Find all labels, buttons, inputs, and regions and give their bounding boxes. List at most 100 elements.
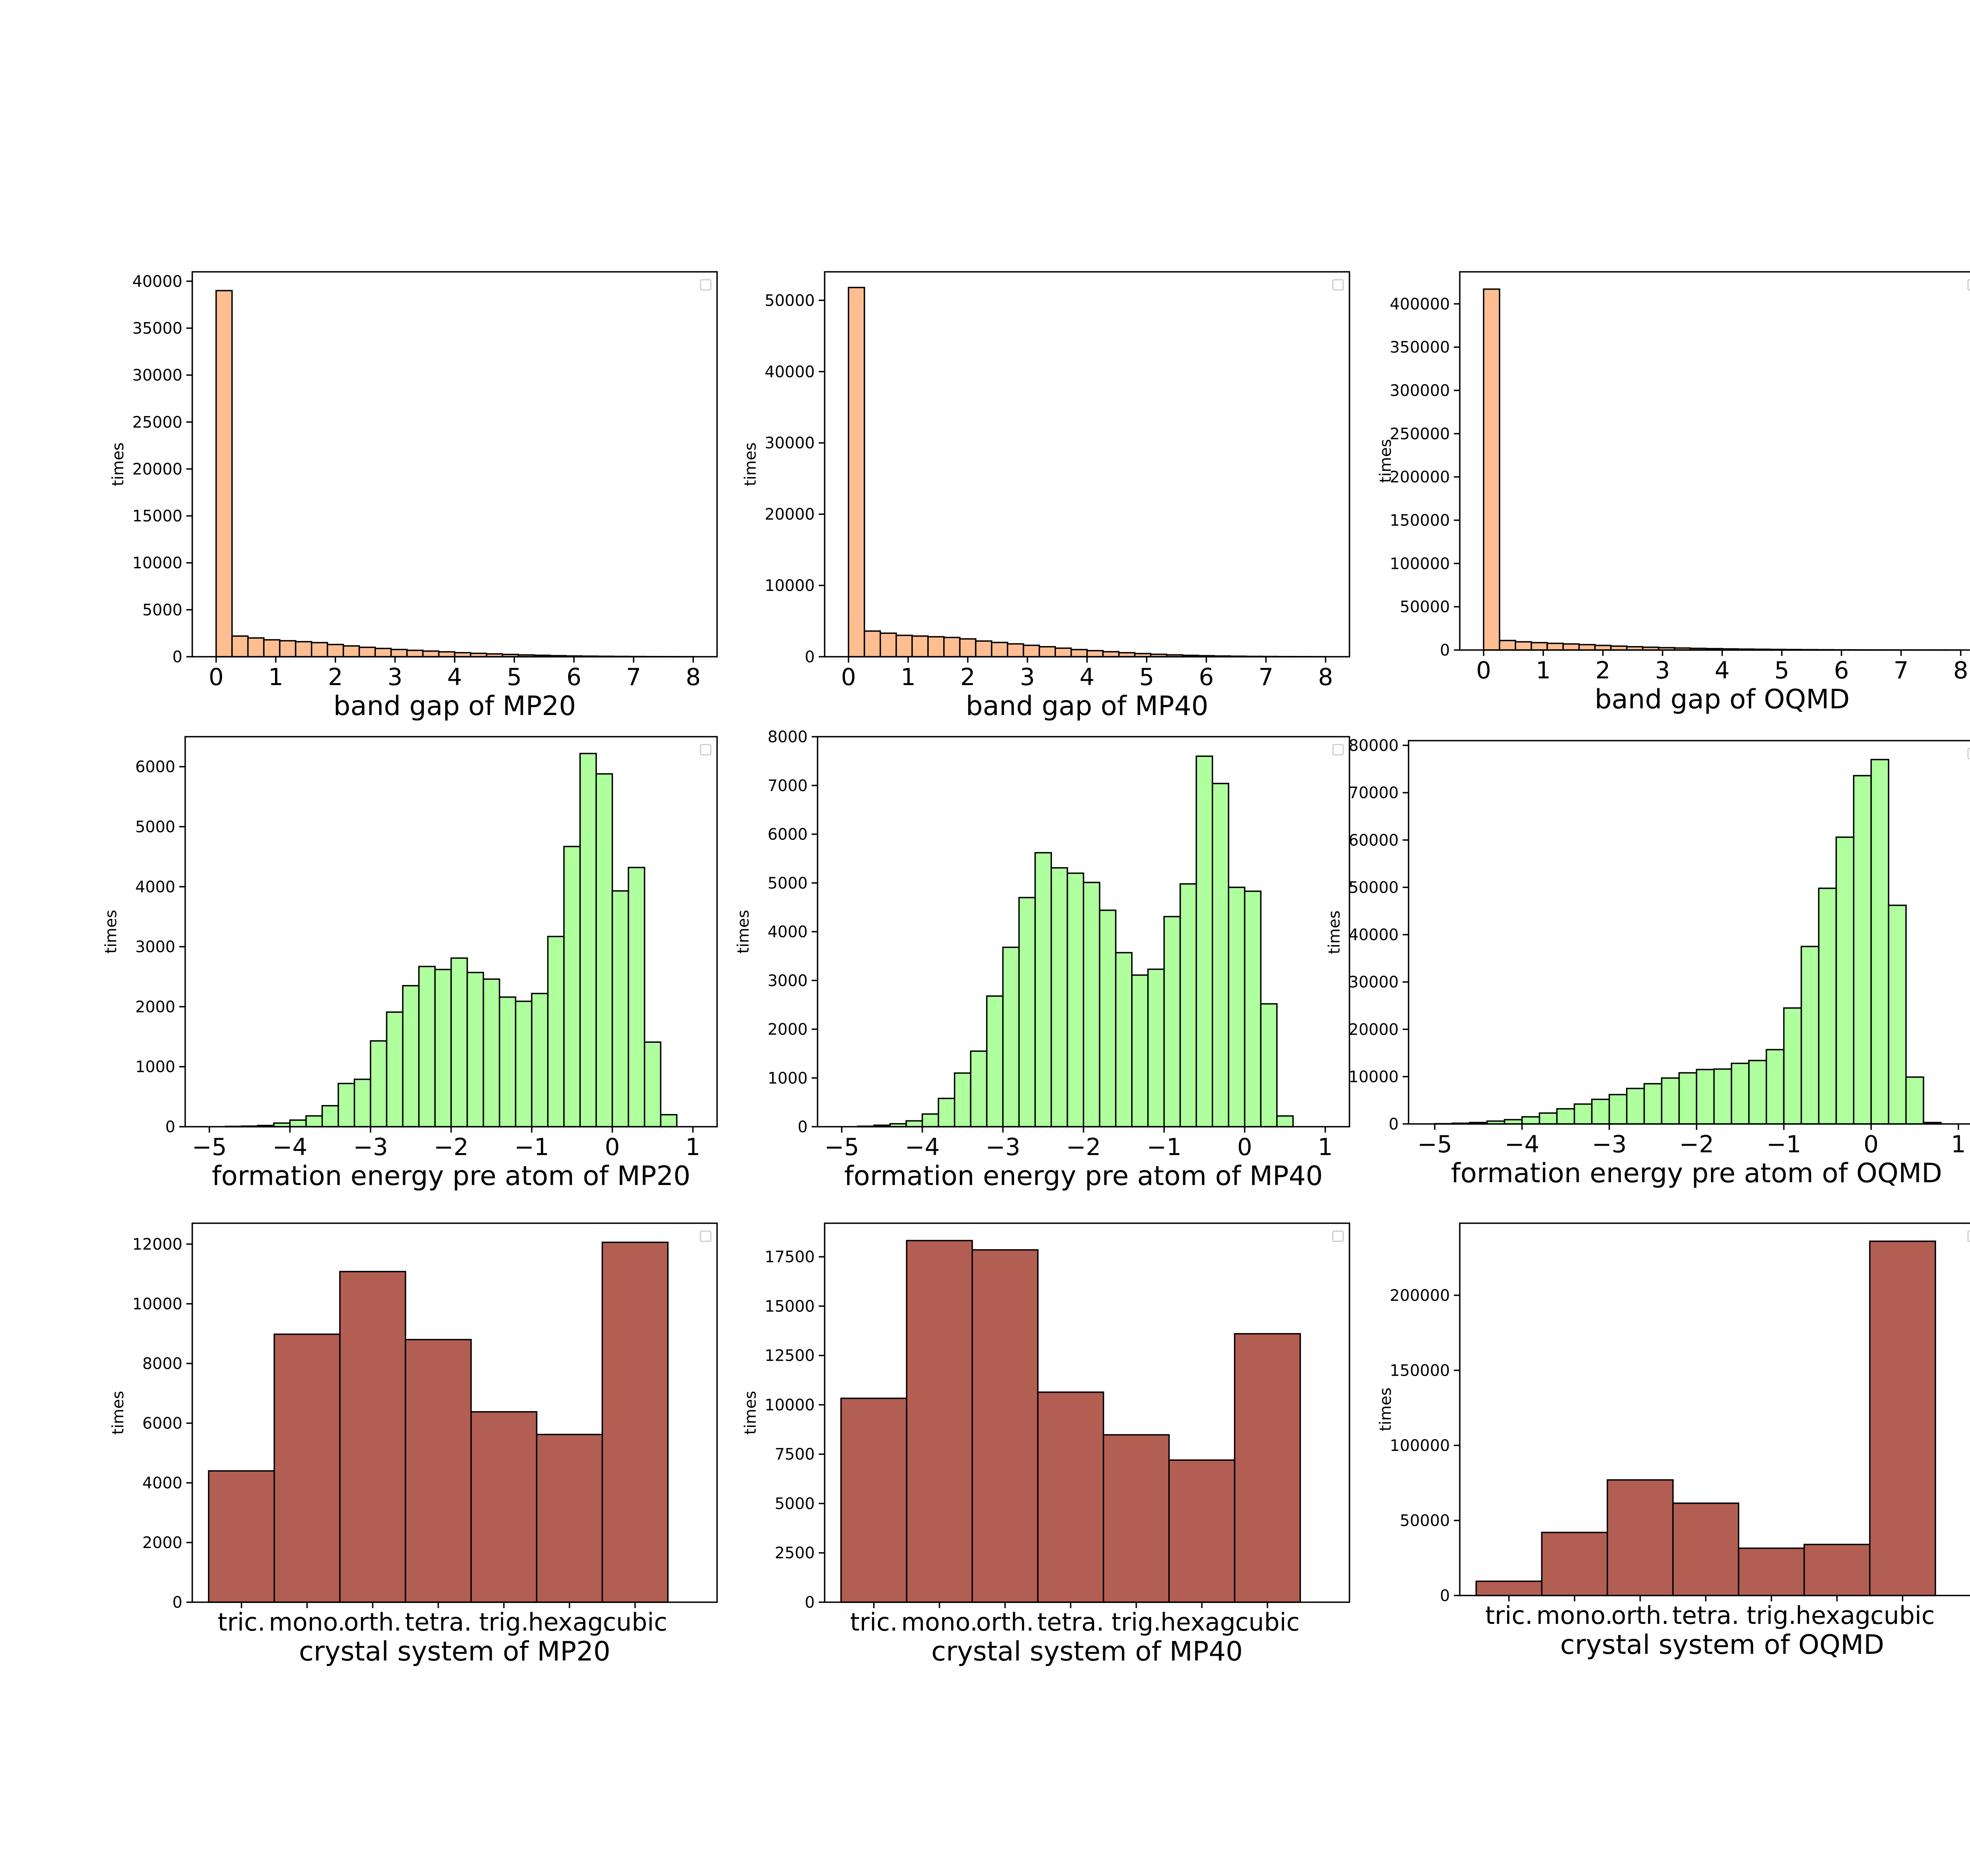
bar xyxy=(1678,1072,1697,1125)
y-tick-label: 40000 xyxy=(132,273,182,291)
y-tick-label: 200000 xyxy=(1390,468,1450,487)
bar xyxy=(1179,883,1197,1127)
x-tick-label: orth. xyxy=(1611,1601,1669,1630)
y-tick-label: 200000 xyxy=(1390,1287,1450,1305)
y-tick-label: 20000 xyxy=(765,505,815,524)
bar xyxy=(1888,905,1907,1125)
y-tick-label: 35000 xyxy=(132,319,182,338)
x-tick-label: −3 xyxy=(1592,1131,1626,1158)
axes-frame xyxy=(824,1222,1350,1603)
bar xyxy=(289,1119,307,1127)
x-tick-label: 4 xyxy=(1080,663,1095,691)
y-tick-label: 3000 xyxy=(135,938,175,956)
bar xyxy=(422,650,440,658)
y-tick-label: 0 xyxy=(1440,1587,1450,1605)
bar xyxy=(1483,288,1500,651)
bar xyxy=(1228,886,1245,1127)
bar xyxy=(339,1270,406,1603)
y-tick-label: 7500 xyxy=(775,1445,815,1464)
x-tick-label: hexag. xyxy=(1795,1601,1878,1630)
y-tick-label: 1000 xyxy=(135,1058,175,1076)
x-tick-label: −3 xyxy=(353,1133,388,1161)
axes-frame xyxy=(191,1222,718,1603)
bar xyxy=(628,867,645,1127)
x-tick-label: mono. xyxy=(269,1608,345,1636)
bar xyxy=(1007,643,1024,658)
bar xyxy=(579,752,597,1127)
x-tick-label: −1 xyxy=(1147,1133,1181,1161)
bar xyxy=(386,1011,404,1127)
y-tick-label: 8000 xyxy=(142,1355,182,1373)
x-tick-label: −5 xyxy=(824,1133,859,1161)
bar xyxy=(434,969,452,1127)
bar xyxy=(1050,867,1068,1127)
bar xyxy=(1475,1581,1543,1596)
y-tick-label: 5000 xyxy=(135,818,175,836)
bar xyxy=(1067,872,1084,1127)
x-tick-label: −4 xyxy=(273,1133,307,1161)
y-tick-label: 80000 xyxy=(1349,737,1399,755)
x-tick-label: tric. xyxy=(1485,1601,1533,1630)
y-axis-label: times xyxy=(742,442,760,486)
axes-frame xyxy=(1459,271,1970,651)
x-tick-label: 0 xyxy=(1864,1131,1879,1158)
bar xyxy=(231,635,249,658)
y-tick-label: 300000 xyxy=(1390,382,1450,400)
y-tick-label: 2000 xyxy=(135,998,175,1016)
y-tick-label: 30000 xyxy=(132,366,182,384)
bar xyxy=(359,646,376,658)
bar xyxy=(327,644,344,658)
bar xyxy=(1002,946,1020,1127)
x-tick-label: hexag. xyxy=(528,1608,611,1636)
x-tick-label: 0 xyxy=(1237,1133,1252,1161)
x-tick-label: 6 xyxy=(1199,663,1214,691)
x-axis-label: band gap of MP20 xyxy=(333,691,576,722)
bar xyxy=(470,1411,537,1603)
bar xyxy=(1070,649,1088,658)
y-tick-label: 40000 xyxy=(765,363,815,381)
bar xyxy=(342,645,360,658)
y-tick-label: 400000 xyxy=(1390,295,1450,313)
x-axis-label: crystal system of MP20 xyxy=(299,1636,611,1667)
bar xyxy=(879,632,897,658)
x-tick-label: −4 xyxy=(905,1133,940,1161)
bar xyxy=(1608,1094,1628,1125)
x-tick-label: 1 xyxy=(1318,1133,1333,1161)
bar xyxy=(247,637,265,658)
chart-fe-mp20: 0 1000 2000 3000 4000 5000 6000 −5 −4 −3 −2 −1 0 1for… xyxy=(102,736,718,1192)
bar xyxy=(279,640,297,658)
bar xyxy=(295,641,312,658)
bar xyxy=(1018,897,1036,1127)
bar xyxy=(1905,1076,1924,1125)
bar xyxy=(938,1098,955,1127)
x-tick-label: 8 xyxy=(1318,663,1333,691)
bar xyxy=(1115,952,1133,1127)
bar xyxy=(1037,1391,1104,1603)
x-tick-label: trig. xyxy=(1747,1601,1796,1630)
x-tick-label: −1 xyxy=(1766,1131,1801,1158)
bar xyxy=(438,651,455,658)
bar xyxy=(498,996,517,1127)
bar xyxy=(847,287,865,658)
bar xyxy=(531,993,549,1127)
y-axis-label: times xyxy=(109,1391,127,1434)
bar xyxy=(1515,641,1532,651)
chart-fe-mp40: 0 1000 2000 3000 4000 5000 6000 7000 8000 −5 −4 −3 −… xyxy=(734,728,1350,1192)
bar xyxy=(1539,1112,1558,1125)
x-tick-label: trig. xyxy=(1111,1608,1161,1636)
y-tick-label: 0 xyxy=(173,1594,182,1612)
y-tick-label: 0 xyxy=(173,648,182,666)
y-tick-label: 30000 xyxy=(1349,973,1399,992)
bar xyxy=(215,290,233,658)
y-tick-label: 0 xyxy=(1440,641,1450,659)
x-tick-label: 3 xyxy=(388,663,403,691)
x-axis-label: crystal system of MP40 xyxy=(931,1636,1243,1667)
x-tick-label: −3 xyxy=(985,1133,1020,1161)
bar xyxy=(321,1105,339,1127)
y-tick-label: 5000 xyxy=(775,1495,815,1513)
y-tick-label: 25000 xyxy=(132,413,182,431)
x-tick-label: hexag. xyxy=(1160,1608,1243,1636)
legend-box xyxy=(700,744,712,756)
x-tick-label: cubic xyxy=(603,1608,667,1636)
bar xyxy=(1541,1532,1608,1596)
